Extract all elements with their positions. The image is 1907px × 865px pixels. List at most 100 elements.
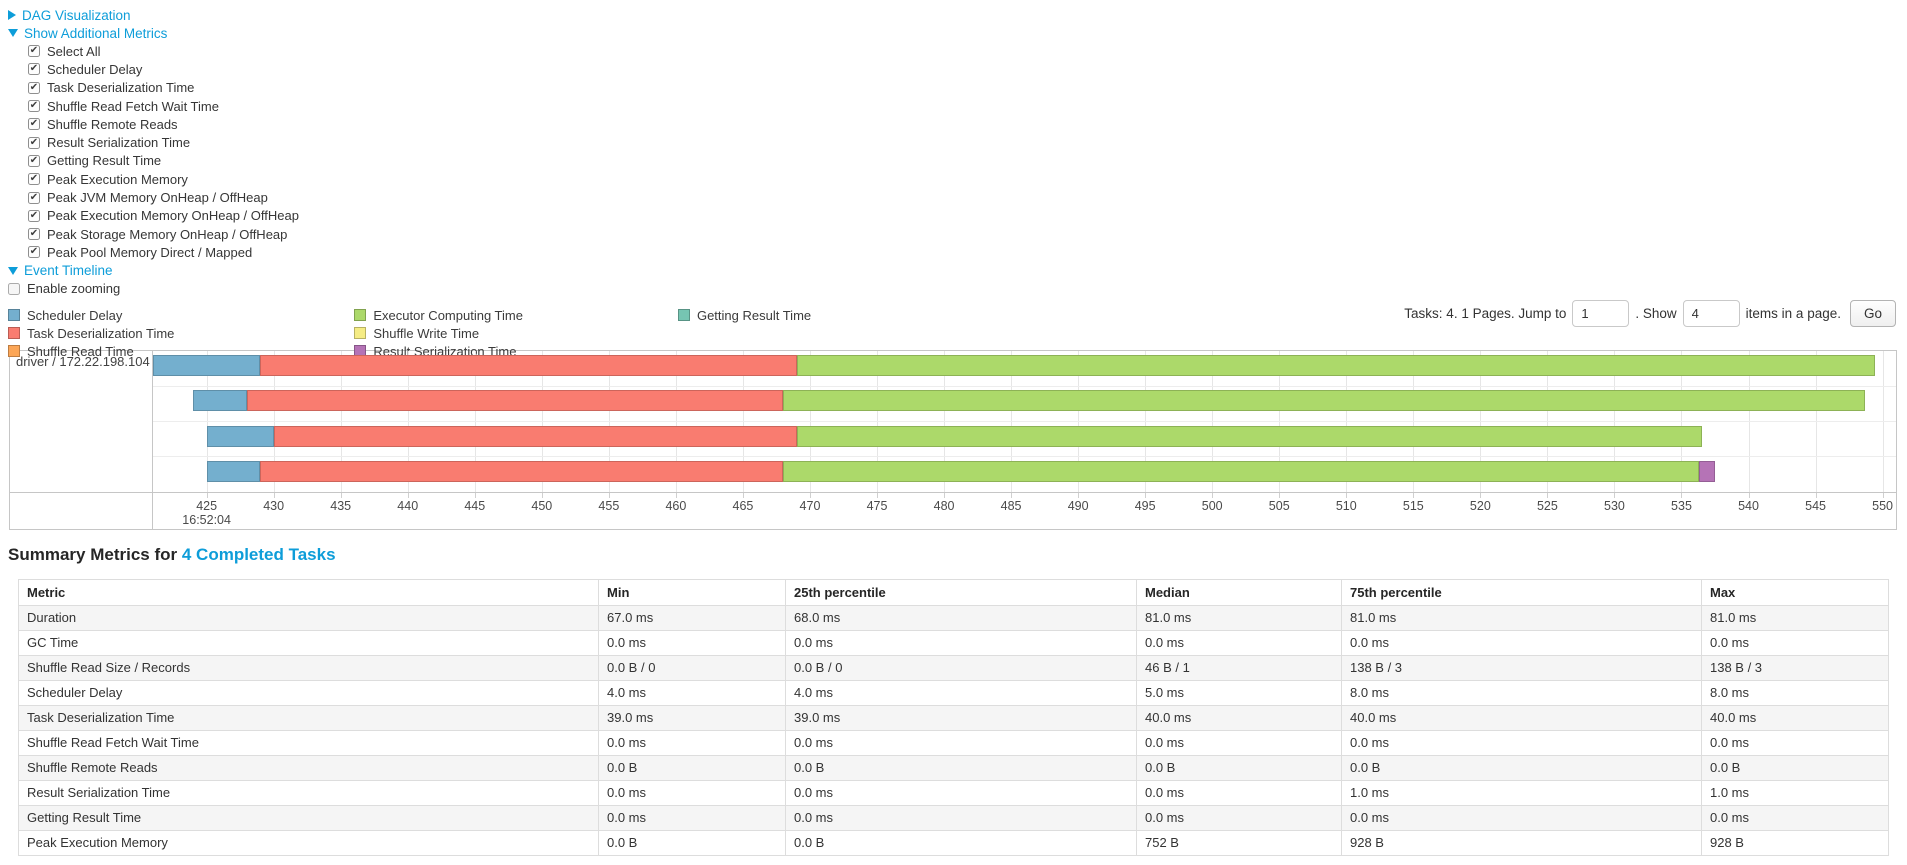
axis-tick	[608, 492, 610, 498]
task-bar-segment-scheduler_delay[interactable]	[206, 460, 261, 482]
column-header: 75th percentile	[1341, 578, 1702, 606]
axis-tick-label: 520	[1469, 498, 1491, 513]
task-bar-segment-scheduler_delay[interactable]	[153, 355, 261, 377]
metric-checkbox[interactable]: ✔	[28, 63, 40, 76]
metric-checkbox-row: ✔ Task Deserialization Time	[28, 79, 1907, 97]
metric-cell: Shuffle Remote Reads	[18, 754, 599, 781]
value-cell: 0.0 B	[785, 754, 1137, 781]
table-row: Shuffle Remote Reads 0.0 B 0.0 B 0.0 B 0.0 B…	[18, 754, 1889, 781]
value-cell: 40.0 ms	[1136, 704, 1342, 731]
tasks-pagination: Tasks: 4. 1 Pages. Jump to . Show items …	[1404, 299, 1896, 327]
value-cell: 928 B	[1701, 829, 1889, 856]
event-timeline-toggle[interactable]: Event Timeline	[8, 262, 1907, 280]
legend-label: Scheduler Delay	[27, 307, 123, 323]
computing-legend-swatch	[354, 309, 367, 322]
metric-checkbox[interactable]: ✔	[28, 136, 40, 149]
axis-tick	[1681, 492, 1683, 498]
metric-cell: Peak Execution Memory	[18, 829, 599, 856]
metric-checkbox[interactable]: ✔	[28, 45, 40, 58]
value-cell: 40.0 ms	[1701, 704, 1889, 731]
axis-tick-label: 480	[933, 498, 955, 513]
metric-checkbox[interactable]: ✔	[28, 191, 40, 204]
axis-tick	[1279, 492, 1281, 498]
axis-tick	[1346, 492, 1348, 498]
metric-checkbox[interactable]: ✔	[28, 81, 40, 94]
task-bar-segment-computing[interactable]	[796, 355, 1875, 377]
legend-label: Shuffle Read Time	[27, 343, 134, 359]
expanded-arrow-icon	[8, 29, 18, 37]
task-bar-segment-result_serialization[interactable]	[1698, 460, 1715, 482]
metric-checkbox[interactable]: ✔	[28, 173, 40, 186]
axis-tick	[944, 492, 946, 498]
page-size-input[interactable]	[1682, 299, 1740, 327]
metric-cell: Duration	[18, 604, 599, 631]
task-bar-segment-deserialization[interactable]	[273, 425, 797, 447]
axis-tick-label: 535	[1671, 498, 1692, 513]
task-bar-segment-deserialization[interactable]	[246, 390, 784, 412]
axis-tick	[877, 492, 878, 498]
show-additional-metrics-toggle[interactable]: Show Additional Metrics	[8, 24, 1907, 42]
task-bar-segment-computing[interactable]	[796, 425, 1702, 447]
axis-tick	[809, 492, 811, 498]
column-header: 25th percentile	[785, 578, 1137, 606]
enable-zooming-checkbox[interactable]	[8, 282, 20, 295]
axis-tick-label: 440	[397, 498, 419, 513]
event-timeline-chart: driver / 172.22.198.104 425 430 435 440 445 4…	[9, 349, 1897, 530]
metric-checkbox[interactable]: ✔	[28, 209, 40, 222]
metric-checkbox-row: ✔ Result Serialization Time	[28, 133, 1907, 151]
legend-item: Scheduler Delay	[8, 307, 174, 324]
metric-checkbox[interactable]: ✔	[28, 154, 40, 167]
event-timeline-label: Event Timeline	[24, 263, 113, 279]
metric-cell: Shuffle Read Size / Records	[18, 654, 599, 681]
task-bar-segment-computing[interactable]	[783, 460, 1699, 482]
summary-metrics-heading: Summary Metrics for 4 Completed Tasks	[8, 545, 1907, 565]
timeline-plot-area[interactable]	[153, 350, 1896, 492]
value-cell: 0.0 B	[1136, 754, 1342, 781]
axis-tick-label: 550	[1872, 498, 1894, 513]
metric-checkbox-row: ✔ Getting Result Time	[28, 152, 1907, 170]
legend-label: Shuffle Write Time	[373, 325, 480, 341]
metric-checkbox-label: Select All	[47, 43, 101, 59]
axis-tick	[1413, 492, 1415, 498]
value-cell: 0.0 ms	[1136, 729, 1342, 756]
timeline-legend: Scheduler Delay Task Deserialization Time…	[8, 300, 841, 361]
metric-checkbox-label: Task Deserialization Time	[47, 80, 195, 96]
value-cell: 81.0 ms	[1136, 604, 1342, 631]
axis-tick-label: 500	[1201, 498, 1223, 513]
axis-tick	[206, 492, 208, 498]
value-cell: 0.0 B	[1701, 754, 1889, 781]
metric-checkbox[interactable]: ✔	[28, 100, 40, 113]
axis-tick	[407, 492, 409, 498]
value-cell: 0.0 ms	[1701, 804, 1889, 831]
axis-tick	[1078, 492, 1080, 498]
metric-checkbox[interactable]: ✔	[28, 246, 40, 259]
completed-tasks-link[interactable]: 4 Completed Tasks	[181, 544, 336, 564]
value-cell: 0.0 ms	[1341, 629, 1702, 656]
value-cell: 39.0 ms	[598, 704, 786, 731]
axis-tick	[1145, 492, 1147, 498]
value-cell: 0.0 ms	[598, 729, 786, 756]
task-bar-segment-scheduler_delay[interactable]	[193, 390, 247, 412]
pagination-prefix-text: Tasks: 4. 1 Pages. Jump to	[1404, 305, 1567, 321]
task-bar-segment-computing[interactable]	[783, 390, 1866, 412]
table-row: Duration 67.0 ms 68.0 ms 81.0 ms 81.0 ms 81.0…	[18, 604, 1889, 631]
metric-checkbox[interactable]: ✔	[28, 118, 40, 131]
value-cell: 0.0 ms	[1701, 729, 1889, 756]
jump-to-page-input[interactable]	[1572, 299, 1630, 327]
task-bar-segment-deserialization[interactable]	[260, 460, 784, 482]
axis-tick-label: 430	[263, 498, 285, 513]
go-button[interactable]: Go	[1849, 299, 1896, 327]
axis-tick	[1011, 492, 1013, 498]
metric-checkbox[interactable]: ✔	[28, 228, 40, 241]
expanded-arrow-icon	[8, 266, 18, 275]
metric-checkbox-label: Peak Execution Memory OnHeap / OffHeap	[47, 208, 299, 224]
metric-checkbox-label: Getting Result Time	[47, 153, 162, 169]
column-header: Min	[598, 578, 786, 606]
metric-checkbox-row: ✔ Peak Storage Memory OnHeap / OffHeap	[28, 225, 1907, 243]
task-bar-segment-deserialization[interactable]	[260, 355, 797, 377]
value-cell: 81.0 ms	[1701, 604, 1889, 631]
dag-visualization-toggle[interactable]: DAG Visualization	[8, 6, 1907, 24]
pagination-suffix-text: items in a page.	[1745, 305, 1841, 321]
task-bar-segment-scheduler_delay[interactable]	[206, 425, 274, 447]
show-additional-metrics-label: Show Additional Metrics	[24, 25, 168, 41]
